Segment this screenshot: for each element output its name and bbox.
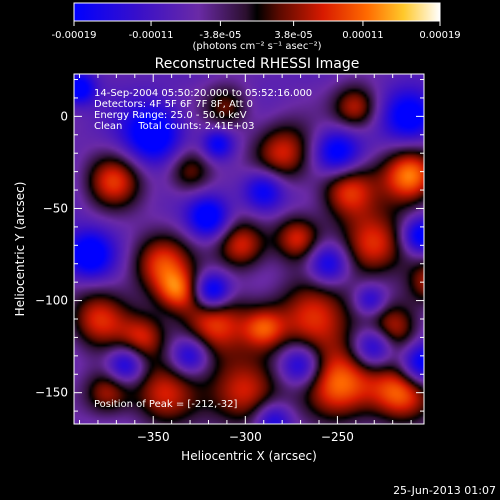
annotation-detectors: Detectors: 4F 5F 6F 7F 8F, Att 0 [94,99,253,110]
colorbar: -0.00019 -0.00011 -3.8e-05 3.8e-05 0.00011 0.… [52,2,461,52]
x-tick-label: −350 [137,430,170,444]
annotation-energy-range: Energy Range: 25.0 - 50.0 keV [94,110,247,121]
annotation-clean-counts: Clean Total counts: 2.41E+03 [94,121,254,132]
chart-title: Reconstructed RHESSI Image [155,56,360,72]
colorbar-tick-label: -0.00019 [52,30,97,41]
colorbar-tick-label: -3.8e-05 [199,30,241,41]
colorbar-ticks: -0.00019 -0.00011 -3.8e-05 3.8e-05 0.00011 0.… [52,21,461,41]
y-axis-label: Heliocentric Y (arcsec) [13,182,27,317]
x-tick-label: −300 [229,430,262,444]
colorbar-gradient [73,2,441,22]
y-tick-label: −100 [35,294,68,308]
axis-ticks: −350 −300 −250 0 −50 −100 −150 [35,74,424,444]
y-tick-label: −50 [43,201,68,215]
colorbar-tick-label: 0.00019 [419,30,460,41]
heatmap-raster [74,74,424,424]
y-tick-label: 0 [60,109,68,123]
x-axis-label: Heliocentric X (arcsec) [181,449,317,463]
colorbar-tick-label: 3.8e-05 [274,30,312,41]
annotation-time-range: 14-Sep-2004 05:50:20.000 to 05:52:16.000 [94,88,312,99]
plot-frame [73,73,425,425]
colorbar-tick-label: 0.00011 [342,30,383,41]
annotation-block: 14-Sep-2004 05:50:20.000 to 05:52:16.000… [94,88,312,132]
peak-position-label: Position of Peak = [-212,-32] [94,399,238,410]
footer-timestamp: 25-Jun-2013 01:07 [393,484,496,497]
x-tick-label: −250 [321,430,354,444]
colorbar-unit-label: (photons cm⁻² s⁻¹ asec⁻²) [192,41,321,52]
colorbar-tick-label: -0.00011 [129,30,174,41]
y-tick-label: −150 [35,386,68,400]
heatmap-image [74,74,424,424]
